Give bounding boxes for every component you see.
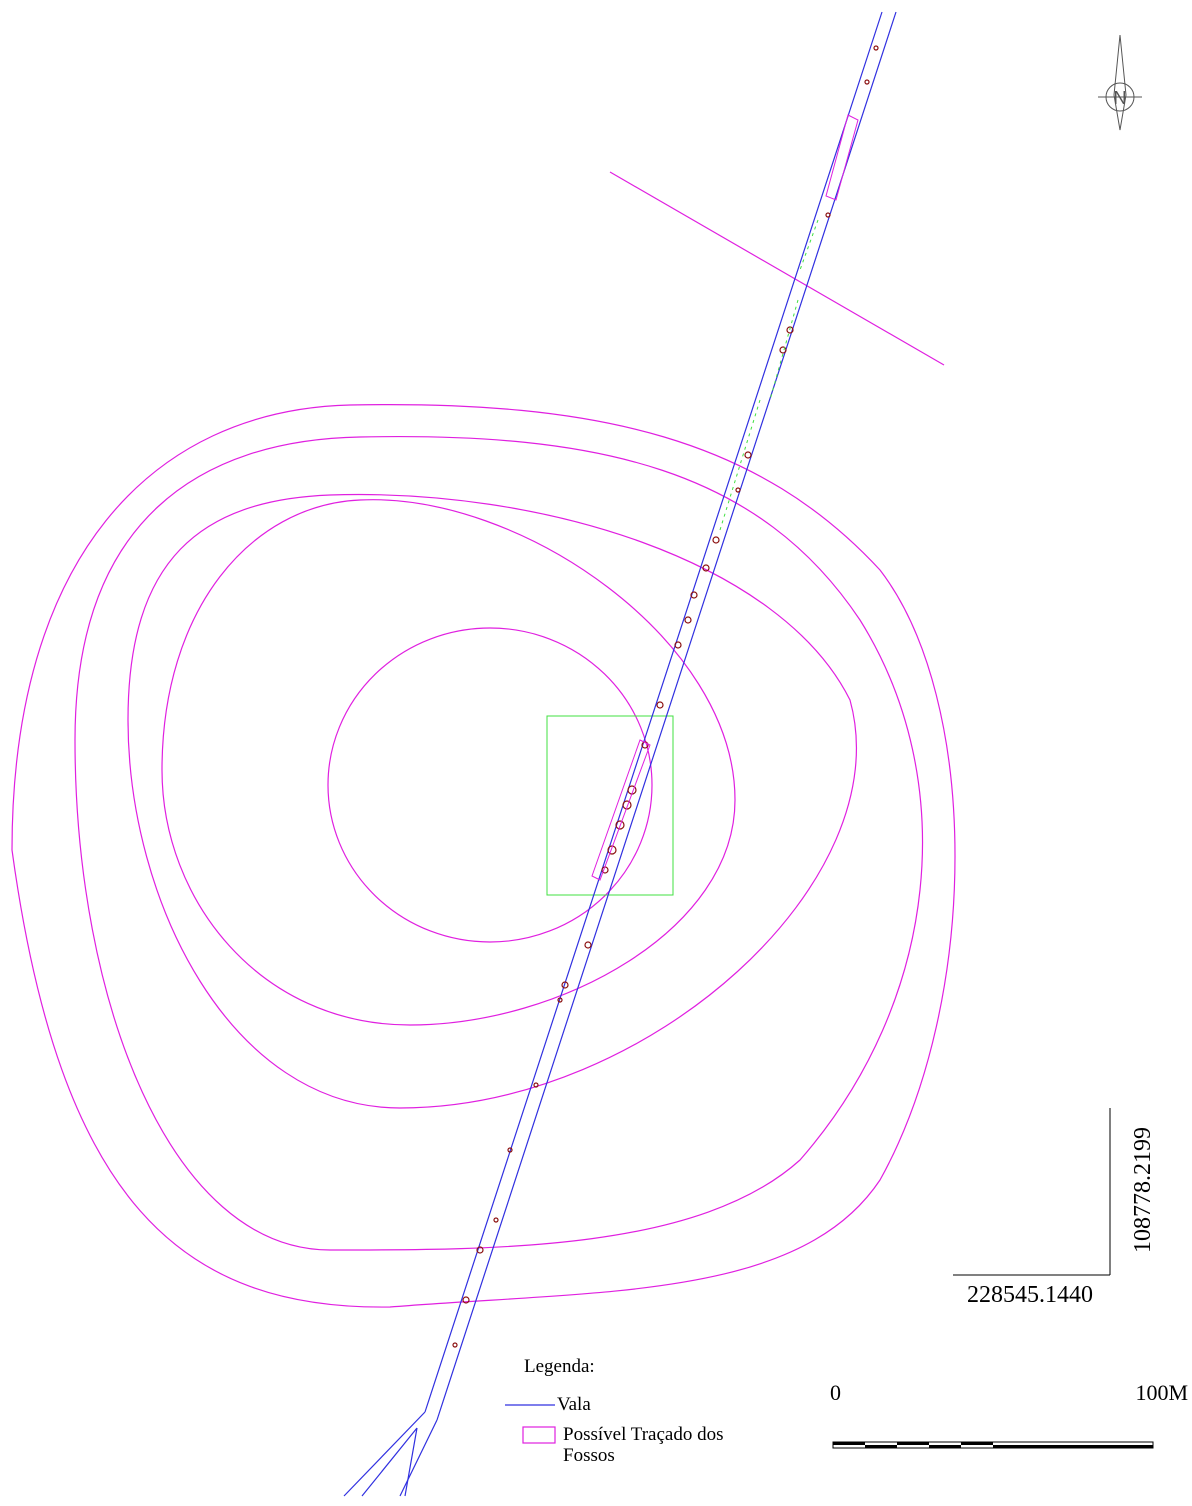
scale-bar bbox=[832, 1441, 1154, 1449]
ditch-5 bbox=[11, 404, 956, 1308]
legend-label: Possível Traçado dos Fossos bbox=[563, 1424, 724, 1466]
legend-label: Vala bbox=[557, 1394, 591, 1415]
ditch-4 bbox=[74, 436, 923, 1251]
ditch-outlines bbox=[11, 171, 956, 1308]
coordinate-marker bbox=[953, 1108, 1111, 1276]
hatch bbox=[591, 114, 859, 881]
north-label: N bbox=[1114, 88, 1127, 108]
coordinate-x: 228545.1440 bbox=[967, 1282, 1093, 1308]
scale-start: 0 bbox=[830, 1380, 841, 1405]
ditch-3 bbox=[127, 493, 857, 1109]
legend-swatch-ditch bbox=[522, 1426, 556, 1444]
excavation-area bbox=[546, 715, 674, 896]
coordinate-y: 108778.2199 bbox=[1130, 1127, 1156, 1253]
features bbox=[452, 45, 879, 1348]
trench bbox=[343, 11, 897, 1497]
legend-title: Legenda: bbox=[524, 1356, 595, 1377]
ditch-2 bbox=[161, 499, 736, 1026]
green-features bbox=[719, 219, 819, 531]
ditch-line bbox=[609, 171, 945, 366]
north-arrow bbox=[1098, 34, 1142, 131]
scale-end: 100M bbox=[1135, 1380, 1188, 1405]
ditch-1 bbox=[327, 627, 653, 943]
